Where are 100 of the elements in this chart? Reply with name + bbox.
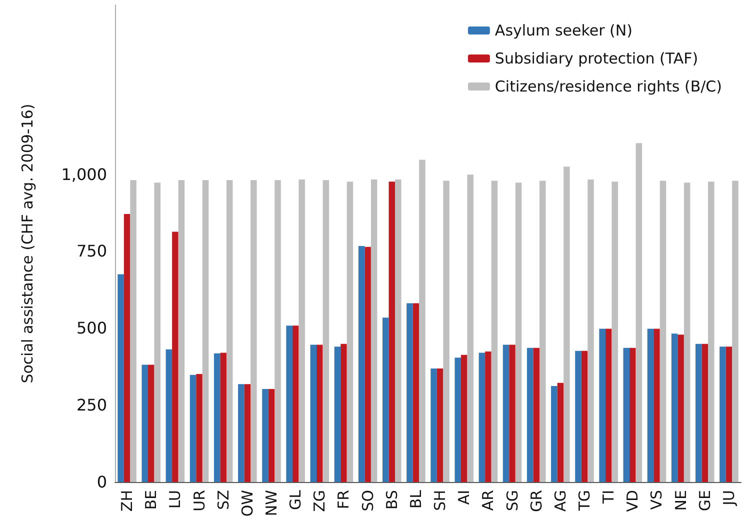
x-tick-label: UR	[190, 490, 208, 512]
bar	[533, 348, 540, 482]
x-tick-label: NW	[262, 490, 280, 516]
bar	[166, 349, 172, 482]
x-tick-label: SG	[503, 490, 522, 512]
bar	[502, 344, 510, 482]
bar	[226, 180, 233, 482]
bar	[298, 179, 305, 482]
bar	[250, 180, 257, 482]
bar	[268, 389, 275, 482]
bar	[654, 328, 660, 482]
x-tick-label: GE	[696, 490, 714, 512]
bar	[124, 214, 130, 482]
x-tick-label: TI	[600, 490, 618, 505]
bar	[539, 180, 546, 482]
bar	[118, 274, 124, 482]
bar	[286, 326, 292, 482]
bar	[316, 344, 323, 482]
bar	[647, 328, 654, 482]
bar	[623, 348, 630, 482]
bar	[202, 180, 209, 482]
bar	[695, 344, 702, 482]
bar	[238, 384, 244, 482]
x-tick-label: BS	[382, 490, 401, 510]
x-tick-label: ZG	[310, 490, 329, 512]
legend-label: Citizens/residence rights (B/C)	[494, 78, 722, 96]
bar	[310, 344, 317, 482]
bar	[564, 166, 570, 482]
bar	[388, 182, 396, 482]
y-tick-label: 500	[76, 318, 107, 338]
x-tick-label: GR	[527, 490, 546, 512]
bar	[274, 180, 281, 482]
bar	[702, 344, 708, 482]
bar	[678, 334, 684, 482]
bar	[588, 179, 594, 482]
bar	[660, 180, 666, 482]
bar	[346, 182, 354, 482]
bar	[406, 303, 413, 482]
x-tick-label: SH	[431, 490, 450, 511]
bar	[419, 160, 426, 482]
bar	[262, 389, 268, 482]
bar	[220, 352, 226, 482]
bar	[557, 382, 564, 482]
y-tick-label: 250	[76, 396, 107, 415]
bar	[358, 246, 365, 482]
x-tick-label: OW	[238, 490, 256, 517]
bar	[292, 326, 299, 482]
bar	[630, 348, 636, 482]
bar	[190, 374, 196, 482]
bar	[334, 346, 341, 482]
bar	[485, 352, 492, 482]
bar	[178, 180, 185, 482]
bar	[172, 232, 178, 482]
bar	[322, 180, 330, 482]
bar	[430, 368, 437, 482]
bar	[130, 180, 136, 482]
bar	[436, 368, 444, 482]
x-tick-label: NE	[672, 490, 690, 511]
bar	[581, 350, 588, 482]
bar	[370, 179, 378, 482]
bar	[612, 182, 618, 482]
bar	[726, 346, 732, 482]
y-tick-label: 1,000	[61, 164, 107, 184]
bar	[244, 384, 251, 482]
x-tick-label: AR	[479, 490, 498, 511]
y-tick-label: 750	[76, 242, 107, 261]
bar	[720, 346, 726, 482]
bar	[382, 318, 389, 482]
bar	[575, 350, 582, 482]
bar	[684, 182, 690, 482]
x-tick-label: AG	[551, 490, 570, 512]
bar	[491, 180, 498, 482]
legend-label: Asylum seeker (N)	[494, 22, 632, 40]
x-tick-label: BL	[406, 489, 425, 509]
x-tick-label: SO	[358, 490, 377, 512]
x-tick-label: BE	[142, 490, 160, 510]
y-tick-label: 0	[96, 472, 107, 492]
bar	[671, 334, 678, 482]
bar	[154, 182, 161, 482]
x-tick-label: AI	[455, 490, 474, 505]
bar	[732, 180, 738, 482]
bar	[454, 358, 461, 482]
x-tick-label: JU	[720, 490, 738, 506]
x-tick-label: VS	[648, 490, 666, 510]
bar	[599, 328, 606, 482]
x-tick-label: ZH	[118, 490, 136, 512]
bar	[196, 374, 202, 482]
bar	[142, 364, 148, 482]
bar	[708, 182, 714, 482]
x-tick-label: FR	[334, 490, 353, 510]
y-axis-title: Social assistance (CHF avg. 2009-16)	[18, 104, 36, 384]
bar	[148, 364, 154, 482]
bar	[340, 344, 347, 482]
x-tick-label: SZ	[214, 490, 232, 510]
bar	[214, 353, 220, 482]
bar	[395, 179, 402, 482]
legend-label: Subsidiary protection (TAF)	[494, 50, 698, 68]
x-tick-label: TG	[576, 490, 594, 512]
bar	[551, 386, 558, 482]
bar	[509, 344, 516, 482]
